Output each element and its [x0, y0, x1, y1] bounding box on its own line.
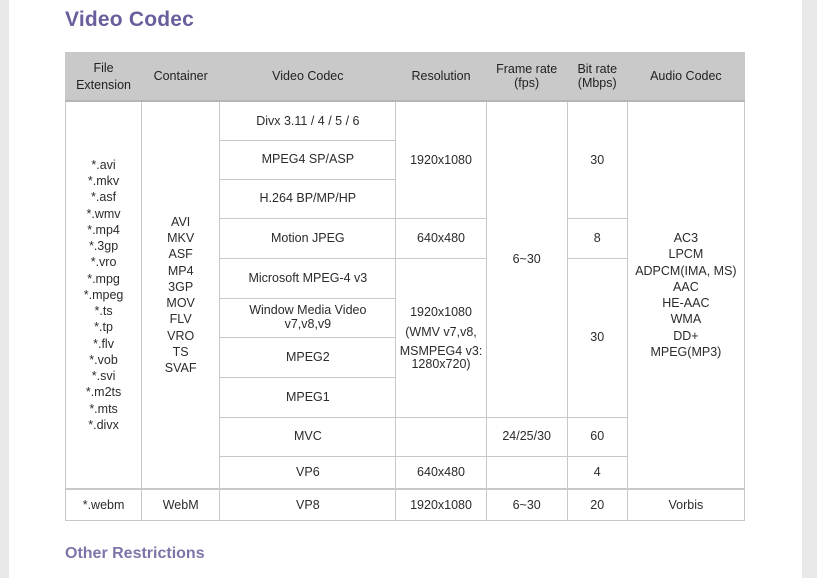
extension-item: *.flv: [93, 336, 114, 351]
table-row-webm: *.webm WebM VP8 1920x1080 6~30 20 Vorbis: [64, 488, 746, 521]
extension-item: *.svi: [91, 369, 116, 384]
codec-msmpeg4: Microsoft MPEG-4 v3: [219, 257, 397, 299]
extension-item: *.divx: [88, 417, 119, 432]
codec-mvc: MVC: [219, 416, 397, 457]
codec-h264: H.264 BP/MP/HP: [219, 178, 397, 219]
table-row: MPEG4 SP/ASP: [66, 139, 745, 180]
table-row: H.264 BP/MP/HP: [66, 178, 745, 219]
audio-codec-item: HE-AAC: [662, 296, 710, 310]
extension-item: *.vob: [89, 352, 118, 367]
container-item: VRO: [167, 328, 195, 343]
codec-divx: Divx 3.11 / 4 / 5 / 6: [219, 100, 397, 141]
container-item: 3GP: [168, 279, 194, 294]
extension-item: *.mp4: [87, 222, 120, 237]
resolution-cell-multi: 1920x1080 (WMV v7,v8, MSMPEG4 v3: 1280x7…: [395, 257, 487, 418]
section-heading: Other Restrictions: [65, 545, 205, 562]
container-item: MOV: [166, 296, 195, 310]
webm-video-codec: VP8: [219, 488, 397, 521]
table-row: *.avi *.mkv *.asf *.wmv *.mp4 *.3gp *.vr…: [64, 100, 746, 490]
extension-item: *.ts: [94, 304, 113, 319]
webm-resolution: 1920x1080: [395, 488, 487, 521]
extension-item: *.mpeg: [83, 287, 124, 302]
video-codec-table: File Extension Container Video Codec Res…: [64, 52, 746, 521]
header-audio-codec: Audio Codec: [626, 52, 746, 102]
bit-rate-cell: 60: [566, 416, 628, 457]
container-item: FLV: [169, 312, 192, 327]
audio-codec-list-cell: AC3 LPCM ADPCM(IMA, MS) AAC HE-AAC WMA D…: [626, 100, 746, 490]
bit-rate-cell: 8: [566, 217, 628, 259]
table-row: Window Media Video v7,v8,v9: [66, 297, 745, 338]
codec-mpeg2: MPEG2: [219, 336, 397, 378]
extension-item: *.m2ts: [85, 385, 122, 400]
codec-mpeg1: MPEG1: [219, 376, 397, 418]
header-bit-rate: Bit rate (Mbps): [566, 52, 628, 102]
audio-codec-item: WMA: [670, 312, 702, 327]
page: Video Codec File Extension Container Vid…: [9, 0, 802, 578]
frame-rate-cell: 24/25/30: [485, 416, 568, 457]
extension-list-cell: *.avi *.mkv *.asf *.wmv *.mp4 *.3gp *.vr…: [64, 100, 143, 490]
extension-item: *.wmv: [86, 206, 121, 221]
container-item: MP4: [167, 263, 194, 278]
bit-rate-cell: 4: [566, 455, 628, 490]
header-video-codec: Video Codec: [219, 52, 397, 102]
extension-item: *.tp: [94, 320, 113, 335]
header-frame-rate: Frame rate (fps): [485, 52, 568, 102]
container-item: MKV: [167, 231, 195, 245]
extension-item: *.avi: [91, 157, 116, 172]
bit-rate-cell: 30: [566, 100, 628, 219]
extension-item: *.mpg: [87, 271, 120, 286]
extension-item: *.vro: [90, 255, 117, 270]
resolution-line: 1920x1080: [410, 305, 472, 320]
container-item: SVAF: [164, 361, 197, 375]
container-list-cell: AVI MKV ASF MP4 3GP MOV FLV VRO TS SVAF: [141, 100, 221, 490]
codec-motion-jpeg: Motion JPEG: [219, 217, 397, 259]
frame-rate-cell: 6~30: [485, 100, 568, 418]
table-row: MPEG1: [66, 376, 745, 418]
audio-codec-item: AAC: [673, 279, 699, 294]
resolution-cell: 640x480: [395, 455, 487, 490]
table-row: Microsoft MPEG-4 v3 1920x1080 (WMV v7,v8…: [66, 257, 745, 418]
extension-item: *.3gp: [88, 239, 119, 254]
container-item: ASF: [168, 247, 193, 262]
audio-codec-item: MPEG(MP3): [650, 344, 722, 359]
resolution-cell-empty: [395, 416, 487, 457]
extension-item: *.mkv: [87, 174, 120, 189]
extension-item: *.mts: [89, 401, 118, 416]
audio-codec-item: DD+: [673, 328, 699, 343]
table-row: VP6 640x480 4: [66, 455, 745, 490]
frame-rate-cell-empty: [485, 455, 568, 490]
table-row: MVC 24/25/30 60: [66, 416, 745, 457]
codec-mpeg4: MPEG4 SP/ASP: [219, 139, 397, 180]
codec-vp6: VP6: [219, 455, 397, 490]
table-row: Motion JPEG 640x480 8: [66, 217, 745, 259]
bit-rate-cell: 30: [566, 257, 628, 418]
header-resolution: Resolution: [395, 52, 487, 102]
audio-codec-item: LPCM: [668, 247, 704, 262]
webm-container: WebM: [141, 488, 221, 521]
webm-audio-codec: Vorbis: [626, 488, 746, 521]
container-item: TS: [172, 344, 189, 359]
header-file-extension: File Extension: [64, 52, 143, 102]
container-item: AVI: [171, 214, 191, 229]
webm-frame-rate: 6~30: [485, 488, 568, 521]
resolution-line: (WMV v7,v8,: [405, 325, 477, 340]
webm-bit-rate: 20: [566, 488, 628, 521]
header-row: File Extension Container Video Codec Res…: [64, 52, 746, 102]
webm-extension: *.webm: [64, 488, 143, 521]
codec-wmv: Window Media Video v7,v8,v9: [219, 297, 397, 338]
header-container: Container: [141, 52, 221, 102]
audio-codec-item: ADPCM(IMA, MS): [635, 263, 737, 278]
resolution-line: MSMPEG4 v3:: [399, 343, 483, 358]
extension-item: *.asf: [91, 190, 117, 205]
resolution-cell: 640x480: [395, 217, 487, 259]
audio-codec-item: AC3: [673, 231, 699, 245]
resolution-cell: 1920x1080: [395, 100, 487, 219]
resolution-line: 1280x720): [411, 356, 471, 371]
page-title: Video Codec: [65, 8, 195, 31]
